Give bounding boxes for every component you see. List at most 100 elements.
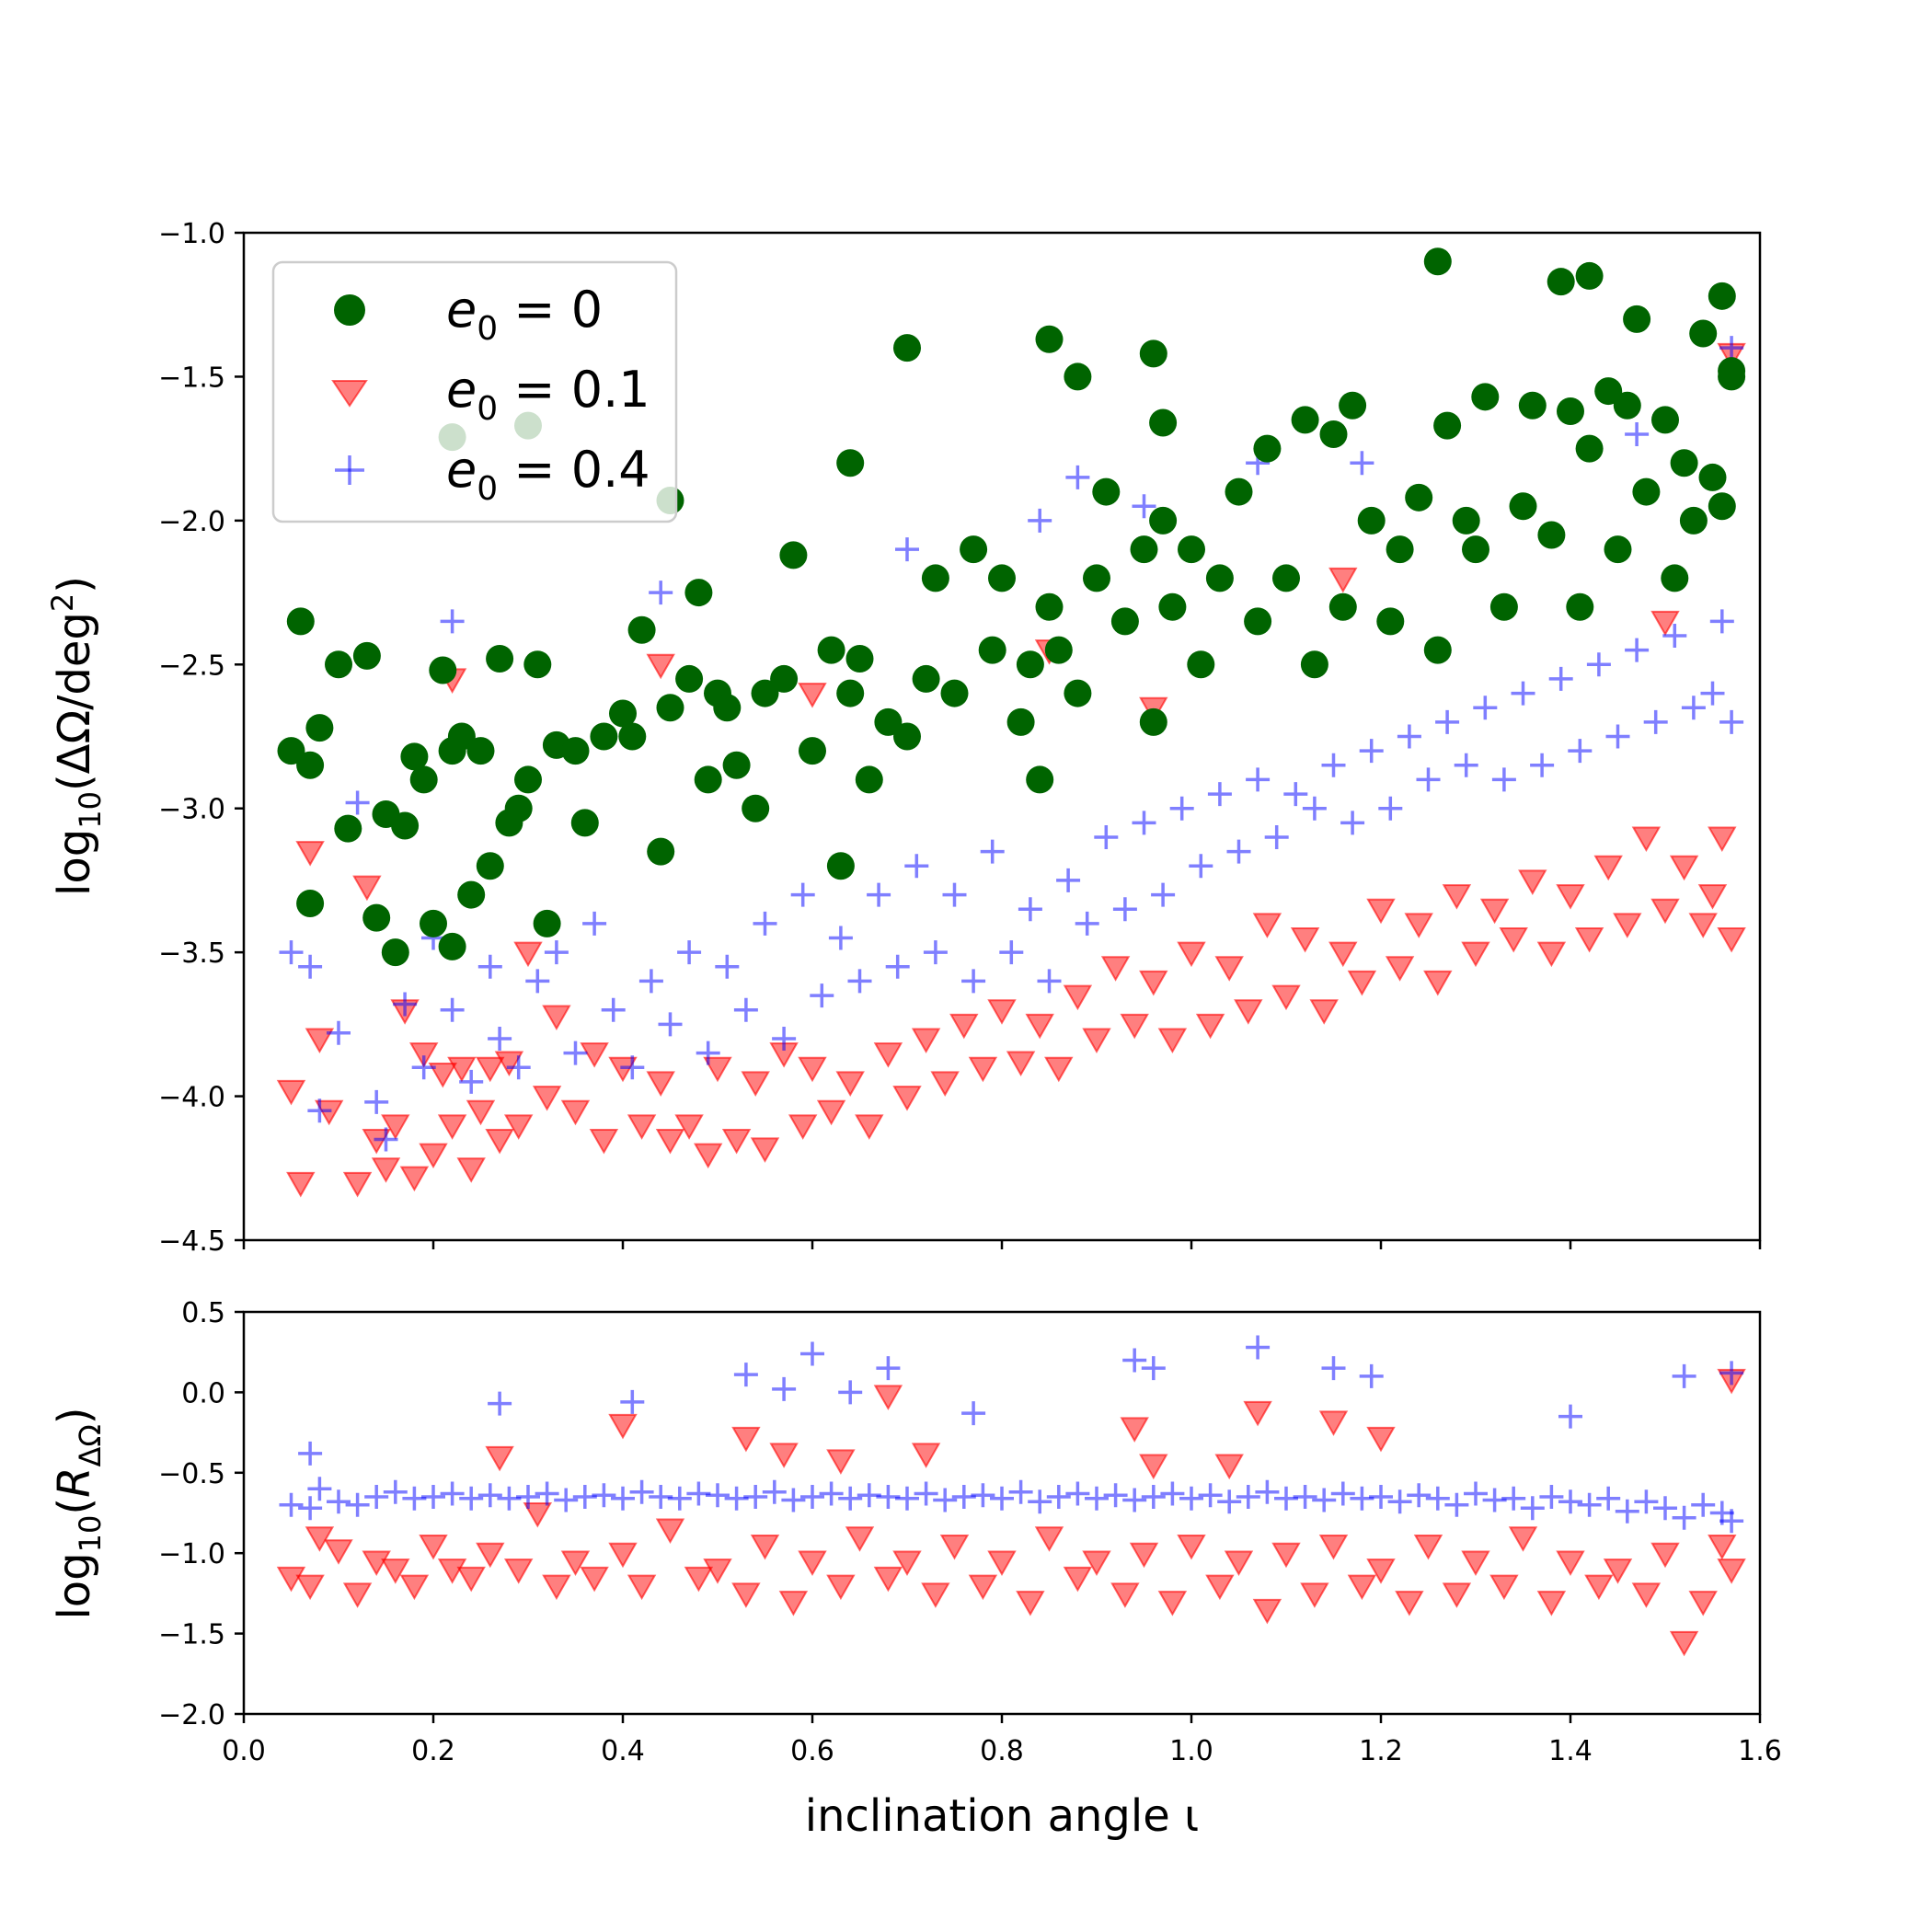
point-e0-0.1 <box>939 1534 970 1560</box>
top-y-tick-label: −1.5 <box>158 362 225 394</box>
point-e0-0.1 <box>873 1385 903 1410</box>
point-e0-0 <box>912 664 940 693</box>
top-y-tick-label: −1.0 <box>158 218 225 250</box>
point-e0-0.4 <box>1046 1485 1071 1510</box>
point-e0-0.1 <box>399 1574 430 1601</box>
point-e0-0.1 <box>1300 1582 1329 1608</box>
point-e0-0.1 <box>352 875 382 902</box>
point-e0-0.4 <box>535 1481 559 1506</box>
point-e0-0.4 <box>1189 854 1213 879</box>
point-e0-0.4 <box>733 1363 758 1387</box>
point-e0-0 <box>1149 506 1178 535</box>
point-e0-0.1 <box>911 1028 941 1054</box>
legend-marker-plus <box>335 455 364 485</box>
point-e0-0.4 <box>1615 1499 1639 1524</box>
point-e0-0.1 <box>1404 913 1433 938</box>
point-e0-0.4 <box>1321 753 1346 777</box>
point-e0-0.4 <box>1530 753 1555 777</box>
point-e0-0.1 <box>1328 941 1358 968</box>
point-e0-0 <box>1035 325 1064 353</box>
point-e0-0 <box>1064 362 1092 391</box>
point-e0-0.4 <box>1397 724 1421 749</box>
point-e0-0.1 <box>1669 1630 1699 1657</box>
point-e0-0.4 <box>563 1041 588 1065</box>
point-e0-0.1 <box>1063 984 1093 1011</box>
point-e0-0.1 <box>1177 1534 1206 1560</box>
point-e0-0 <box>940 679 969 707</box>
point-e0-0.1 <box>1252 1598 1282 1625</box>
point-e0-0.4 <box>1586 652 1611 677</box>
point-e0-0.4 <box>629 1479 654 1504</box>
point-e0-0.4 <box>838 1380 863 1405</box>
point-e0-0.1 <box>798 683 827 708</box>
point-e0-0.4 <box>1103 1483 1128 1508</box>
point-e0-0.4 <box>298 1496 323 1521</box>
point-e0-0.1 <box>1536 941 1567 968</box>
point-e0-0.4 <box>459 1069 484 1094</box>
point-e0-0.1 <box>1100 956 1131 982</box>
point-e0-0.1 <box>703 1056 732 1083</box>
point-e0-0 <box>352 641 381 670</box>
point-e0-0.1 <box>873 1566 903 1593</box>
point-e0-0.4 <box>506 1055 531 1080</box>
point-e0-0.4 <box>1018 897 1042 922</box>
point-e0-0 <box>799 737 826 765</box>
point-e0-0 <box>486 645 514 673</box>
point-e0-0.1 <box>1224 1550 1254 1576</box>
top-y-tick-label: −2.0 <box>158 506 225 538</box>
point-e0-0.4 <box>1151 882 1176 907</box>
point-e0-0.1 <box>1157 1028 1188 1054</box>
point-e0-0 <box>684 579 713 607</box>
point-e0-0.4 <box>715 954 740 979</box>
point-e0-0.1 <box>1063 1566 1093 1593</box>
point-e0-0.4 <box>1359 1363 1384 1388</box>
point-e0-0.4 <box>772 1376 797 1401</box>
point-e0-0.1 <box>1461 941 1490 968</box>
point-e0-0 <box>334 814 362 843</box>
point-e0-0.1 <box>1650 1542 1680 1569</box>
point-e0-0.1 <box>1650 610 1680 637</box>
point-e0-0.4 <box>743 1485 768 1510</box>
point-e0-0.4 <box>1378 796 1403 821</box>
point-e0-0.4 <box>1501 1486 1526 1511</box>
point-e0-0 <box>1594 377 1623 406</box>
point-e0-0.4 <box>488 1027 512 1051</box>
point-e0-0.1 <box>731 1426 761 1453</box>
point-e0-0.1 <box>286 1171 316 1198</box>
bottom-y-ticks: 0.5 0.0 −0.5 −1.0 −1.5 −2.0 <box>158 1297 244 1731</box>
bottom-panel: 0.5 0.0 −0.5 −1.0 −1.5 −2.0 0.0 0.2 0.4 0.6 0.8 1.… <box>49 1297 1782 1842</box>
point-e0-0.4 <box>1511 681 1535 706</box>
point-e0-0.1 <box>1271 1542 1301 1569</box>
x-tick-label: 0.2 <box>411 1735 455 1767</box>
point-e0-0.1 <box>381 1114 410 1140</box>
point-e0-0.4 <box>1577 1492 1602 1517</box>
point-e0-0.4 <box>1473 696 1498 720</box>
point-e0-0 <box>1083 564 1110 592</box>
top-y-axis-label: log10(ΔΩ/deg2) <box>45 576 108 896</box>
point-e0-0 <box>1149 408 1178 437</box>
point-e0-0.4 <box>1672 1363 1696 1388</box>
point-e0-0 <box>1272 564 1300 592</box>
point-e0-0.1 <box>399 1166 430 1192</box>
point-e0-0.4 <box>1122 1488 1147 1512</box>
point-e0-0.4 <box>1539 1485 1564 1510</box>
legend-marker-circle <box>334 294 365 326</box>
point-e0-0.4 <box>620 1389 645 1414</box>
point-e0-0.1 <box>276 1079 306 1106</box>
point-e0-0.1 <box>1157 1591 1188 1616</box>
point-e0-0.4 <box>923 940 948 965</box>
point-e0-0.4 <box>706 1483 730 1508</box>
point-e0-0.1 <box>721 1129 752 1155</box>
point-e0-0.4 <box>649 581 673 605</box>
point-e0-0 <box>647 837 675 866</box>
top-y-ticks: −1.0 −1.5 −2.0 −2.5 −3.0 −3.5 −4.0 −4.5 <box>158 218 244 1258</box>
point-e0-0.1 <box>845 1526 875 1552</box>
point-e0-0.4 <box>876 1356 901 1381</box>
point-e0-0.1 <box>362 1550 391 1576</box>
point-e0-0.1 <box>485 1445 514 1472</box>
legend-label-e0-0: e0 = 0 <box>446 281 603 348</box>
point-e0-0.1 <box>816 1099 846 1126</box>
point-e0-0.1 <box>1442 1582 1472 1608</box>
point-e0-0.1 <box>608 1413 638 1440</box>
point-e0-0.1 <box>1347 970 1377 996</box>
